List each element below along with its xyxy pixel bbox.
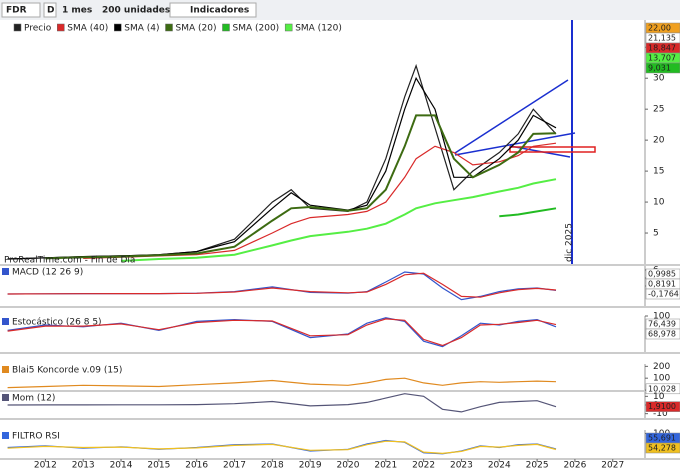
- panel-title-bg: [2, 394, 9, 401]
- x-tick-label: 2021: [374, 461, 397, 471]
- legend-label: SMA (120): [295, 24, 342, 34]
- x-tick-label: 2027: [601, 461, 624, 471]
- period[interactable]: 1 mes: [62, 6, 92, 16]
- price-marker-label: 18,847: [648, 44, 676, 53]
- annotation: dic 2025: [565, 223, 575, 262]
- legend-swatch: [57, 23, 65, 32]
- price-marker-label: 21,135: [648, 34, 676, 43]
- legend-label: SMA (200): [232, 24, 279, 34]
- x-tick-label: 2015: [147, 461, 170, 471]
- panel-title-bg: [2, 318, 9, 325]
- series-line: [499, 207, 557, 218]
- price-marker-label: 0,8191: [648, 280, 676, 289]
- x-tick-label: 2022: [412, 461, 435, 471]
- price-marker-label: 10,028: [648, 384, 676, 393]
- legend-swatch: [13, 23, 22, 32]
- price-marker-label: 54,278: [648, 444, 676, 453]
- price-marker: [645, 442, 680, 454]
- series-line: [7, 76, 557, 260]
- panel-title-bg: [2, 432, 9, 439]
- y-tick-label: 25: [653, 105, 664, 115]
- units[interactable]: 200 unidades: [102, 6, 170, 16]
- y-tick-label: -10: [653, 409, 668, 419]
- legend-swatch: [114, 23, 122, 32]
- trend-line: [454, 79, 569, 154]
- legend-label: Precio: [24, 24, 52, 34]
- price-marker-label: 76,439: [648, 320, 676, 329]
- y-tick-label: 200: [653, 362, 670, 372]
- panel-title: MACD (12 26 9): [12, 268, 83, 278]
- source: ProRealTime.com - Fin de Día: [4, 256, 135, 266]
- series-line: [7, 318, 557, 347]
- price-marker-label: 0,9985: [648, 270, 676, 279]
- series-line: [45, 114, 557, 260]
- x-tick-label: 2014: [110, 461, 133, 471]
- series-line: [7, 440, 557, 455]
- price-marker-label: 68,978: [648, 330, 676, 339]
- x-tick-label: 2025: [526, 461, 549, 471]
- y-tick-label: 30: [653, 74, 665, 84]
- frame[interactable]: D: [47, 6, 54, 16]
- legend-label: SMA (20): [176, 24, 217, 34]
- price-marker-label: 13,707: [648, 54, 676, 63]
- x-tick-label: 2018: [261, 461, 284, 471]
- legend-swatch: [284, 23, 293, 32]
- y-tick-label: 100: [653, 374, 670, 384]
- y-tick-label: 5: [653, 229, 659, 239]
- y-tick-label: 20: [653, 136, 665, 146]
- price-marker-label: 22,00: [648, 24, 671, 33]
- panel-title: FILTRO RSI: [12, 432, 60, 442]
- series-line: [83, 142, 557, 259]
- price-marker-label: -0,1764: [648, 290, 679, 299]
- series-line: [120, 178, 557, 262]
- panel-title-bg: [2, 366, 9, 373]
- price-marker: [645, 288, 680, 300]
- panel-title: Estocástico (26 8 5): [12, 318, 102, 328]
- price-marker-label: 1,9100: [648, 402, 676, 411]
- y-tick-label: 15: [653, 167, 664, 177]
- x-tick-label: 2017: [223, 461, 246, 471]
- x-tick-label: 2013: [72, 461, 95, 471]
- support-zone: [509, 146, 596, 153]
- panel-title: Mom (12): [12, 394, 55, 404]
- series-line: [7, 271, 557, 301]
- y-tick-label: 10: [653, 392, 665, 402]
- panel-title-bg: [2, 268, 9, 275]
- legend-label: SMA (4): [124, 24, 159, 34]
- series-line: [7, 272, 557, 298]
- price-marker-label: 55,691: [648, 434, 676, 443]
- symbol[interactable]: FDR: [6, 6, 27, 16]
- series-line: [7, 377, 557, 389]
- panel-title: Blai5 Koncorde v.09 (15): [12, 366, 122, 376]
- y-tick-label: 10: [653, 198, 665, 208]
- x-tick-label: 2016: [185, 461, 208, 471]
- symbol-box[interactable]: [1, 2, 41, 18]
- x-tick-label: 2023: [450, 461, 473, 471]
- price-marker: [645, 62, 680, 74]
- x-tick-label: 2020: [337, 461, 360, 471]
- legend-label: SMA (40): [67, 24, 108, 34]
- frame-box[interactable]: [43, 2, 57, 18]
- y-tick-label: 100: [653, 312, 670, 322]
- x-tick-label: 2019: [299, 461, 322, 471]
- series-line: [7, 393, 557, 413]
- legend-swatch: [165, 23, 173, 32]
- price-marker: [645, 328, 680, 340]
- x-tick-label: 2012: [34, 461, 57, 471]
- price-marker: [645, 383, 680, 395]
- price-marker-label: 9,031: [648, 64, 671, 73]
- x-tick-label: 2026: [563, 461, 586, 471]
- indicators[interactable]: Indicadores: [190, 6, 249, 16]
- x-tick-label: 2024: [488, 461, 511, 471]
- series-line: [7, 63, 557, 260]
- price-marker: [645, 401, 680, 412]
- legend-swatch: [222, 23, 230, 32]
- indicators-box[interactable]: [169, 2, 257, 18]
